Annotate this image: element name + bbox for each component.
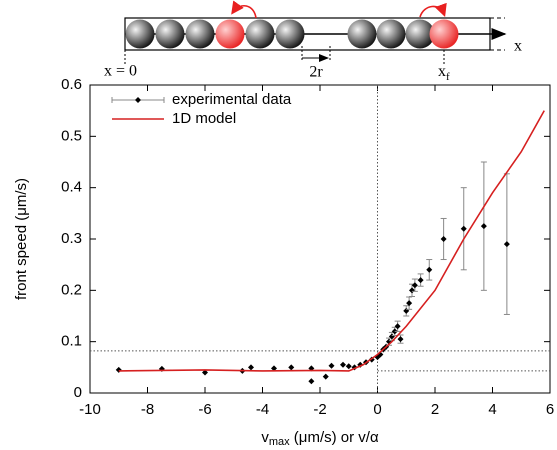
data-point — [340, 361, 346, 368]
x-tick-label: 0 — [373, 401, 381, 418]
x-tick-label: 4 — [488, 401, 496, 418]
y-tick-label: 0.1 — [61, 333, 82, 350]
data-point — [248, 364, 254, 371]
data-point — [271, 365, 277, 372]
diagram: x = 0 2r x xf — [104, 0, 522, 83]
plot-frame — [89, 84, 551, 394]
data-point — [406, 296, 413, 310]
model-line — [118, 110, 545, 372]
axis-label: x — [514, 38, 522, 55]
marker — [409, 287, 415, 294]
marker — [426, 266, 433, 273]
x-tick-label: -4 — [256, 401, 269, 418]
legend-label: 1D model — [172, 110, 236, 127]
data-point — [440, 217, 447, 261]
y-tick-label: 0.2 — [61, 281, 82, 298]
x-tick-label: -6 — [198, 401, 211, 418]
x-label-sub: max — [269, 436, 290, 448]
marker — [406, 300, 413, 307]
x0-label: x = 0 — [104, 63, 137, 80]
x-label-main: v — [261, 429, 269, 446]
data-point — [480, 161, 487, 291]
marker — [480, 223, 487, 230]
front-label-sub: f — [446, 71, 450, 83]
y-tick-label: 0.6 — [61, 76, 82, 93]
legend-label: experimental data — [172, 91, 292, 108]
data-point — [202, 369, 208, 376]
hop-arrow — [231, 0, 257, 19]
data-point — [394, 320, 401, 332]
y-axis-label: front speed (μm/s) — [13, 178, 30, 300]
data-point — [308, 378, 315, 385]
marker — [308, 378, 315, 385]
data-point — [417, 273, 424, 287]
y-tick-label: 0.4 — [61, 179, 82, 196]
marker — [288, 364, 295, 371]
data-point — [345, 363, 352, 370]
data-point — [397, 334, 404, 344]
marker — [248, 364, 254, 371]
data-point — [115, 366, 122, 373]
data-point — [322, 373, 329, 380]
data-point — [411, 278, 418, 292]
x-label-rest: (μm/s) or v/α — [290, 429, 379, 446]
x-tick-label: -8 — [141, 401, 154, 418]
data-point — [460, 187, 467, 271]
front-label-main: x — [438, 63, 446, 80]
marker — [503, 241, 510, 248]
marker — [460, 225, 467, 232]
data-point — [288, 364, 295, 371]
spacing-label: 2r — [309, 64, 323, 81]
y-tick-label: 0.3 — [61, 230, 82, 247]
x-tick-label: -2 — [313, 401, 326, 418]
data-point — [426, 259, 433, 281]
marker — [417, 277, 424, 284]
data-point — [403, 305, 410, 317]
marker — [397, 336, 404, 343]
marker — [202, 369, 208, 376]
hop-arrow — [419, 2, 447, 18]
marker — [271, 365, 277, 372]
plot: -10 -8 -6 -4 -2 0 2 4 6 0 0.1 0.2 0.3 0.4 0.5 0.6 experi… — [61, 76, 554, 418]
marker — [115, 366, 122, 373]
x-tick-label: 6 — [546, 401, 554, 418]
particles — [125, 19, 459, 49]
marker — [403, 307, 410, 314]
marker — [328, 362, 335, 369]
data-point — [328, 362, 335, 369]
legend-swatch — [135, 97, 141, 103]
y-tick-label: 0.5 — [61, 127, 82, 144]
x-tick-label: -10 — [79, 401, 101, 418]
marker — [411, 282, 418, 289]
data-point — [503, 173, 510, 315]
marker — [394, 323, 401, 330]
marker — [340, 361, 346, 368]
marker — [322, 373, 329, 380]
x-tick-label: 2 — [431, 401, 439, 418]
x-axis-label: vmax (μm/s) or v/α — [261, 429, 379, 448]
y-tick-label: 0 — [74, 384, 82, 401]
front-label: xf — [438, 63, 450, 83]
marker — [440, 236, 447, 242]
marker — [345, 363, 352, 370]
